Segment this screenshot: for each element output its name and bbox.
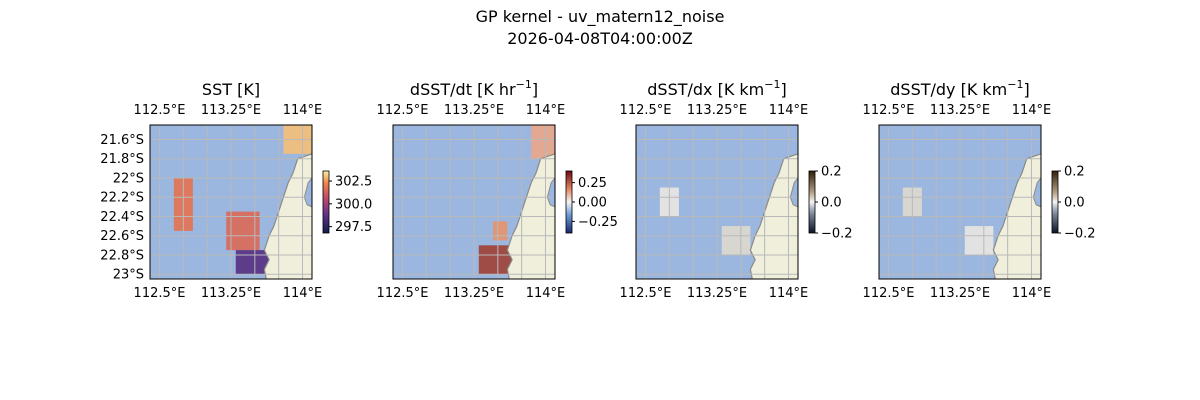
figure-title-line1: GP kernel - uv_matern12_noise — [476, 7, 725, 27]
lon-tick-top: 113.25°E — [201, 103, 261, 118]
colorbar-tick-label: 0.0 — [1064, 196, 1085, 211]
lon-tick-bottom: 114°E — [769, 286, 809, 301]
lon-tick-top: 113.25°E — [930, 103, 990, 118]
inlet — [1032, 177, 1041, 208]
lon-tick-bottom: 114°E — [1012, 286, 1052, 301]
lat-tick: 21.8°S — [100, 152, 144, 167]
colorbar — [1051, 170, 1059, 234]
figure-title-line2: 2026-04-08T04:00:00Z — [507, 29, 693, 48]
lon-tick-bottom: 114°E — [283, 286, 323, 301]
lon-tick-bottom: 112.5°E — [377, 286, 429, 301]
inlet — [303, 177, 312, 208]
lon-tick-top: 112.5°E — [134, 103, 186, 118]
data-patch — [226, 211, 260, 251]
map-frame — [635, 124, 799, 280]
colorbar-tick-label: 300.0 — [335, 197, 372, 212]
lon-tick-bottom: 112.5°E — [134, 286, 186, 301]
lon-tick-top: 114°E — [769, 103, 809, 118]
panel-title: dSST/dx [K km−1] — [647, 78, 786, 99]
lon-tick-bottom: 112.5°E — [863, 286, 915, 301]
lon-tick-top: 114°E — [526, 103, 566, 118]
lon-tick-top: 112.5°E — [377, 103, 429, 118]
data-patch — [531, 125, 555, 159]
lon-tick-top: 112.5°E — [620, 103, 672, 118]
lon-tick-top: 114°E — [1012, 103, 1052, 118]
data-patch — [493, 221, 508, 241]
colorbar-tick-label: 0.00 — [578, 196, 607, 211]
lat-tick: 22°S — [113, 171, 144, 186]
lat-tick: 22.6°S — [100, 229, 144, 244]
colorbar-tick-label: −0.2 — [821, 227, 853, 242]
panel-title: dSST/dy [K km−1] — [890, 78, 1029, 99]
colorbar-tick-label: 0.2 — [1064, 165, 1085, 180]
lon-tick-bottom: 113.25°E — [201, 286, 261, 301]
inlet — [789, 177, 798, 208]
data-patch — [478, 245, 513, 275]
lat-tick: 23°S — [113, 268, 144, 283]
lon-tick-bottom: 113.25°E — [930, 286, 990, 301]
lat-tick: 22.8°S — [100, 248, 144, 263]
colorbar-tick-label: 0.25 — [578, 176, 607, 191]
colorbar-tick-label: 302.5 — [335, 175, 372, 190]
lon-tick-bottom: 113.25°E — [687, 286, 747, 301]
lon-tick-top: 113.25°E — [687, 103, 747, 118]
data-patch — [721, 226, 751, 255]
lon-tick-top: 113.25°E — [444, 103, 504, 118]
map-panel-1: SST [K] 112.5°E 112.5°E 113.25°E 113.25°E 114… — [100, 80, 372, 301]
map-panel-3: dSST/dx [K km−1] 112.5°E 112.5°E 113.25°E 11… — [620, 78, 853, 301]
map-frame — [878, 124, 1042, 280]
lon-tick-bottom: 112.5°E — [620, 286, 672, 301]
colorbar — [808, 170, 816, 234]
colorbar — [322, 170, 330, 234]
colorbar-tick-label: 297.5 — [335, 220, 372, 235]
colorbar-tick-label: 0.0 — [821, 196, 842, 211]
lat-tick: 22.4°S — [100, 210, 144, 225]
colorbar — [565, 170, 573, 234]
map-panel-2: dSST/dt [K hr−1] 112.5°E 112.5°E 113.25°E 11… — [377, 78, 618, 301]
colorbar-tick-label: 0.2 — [821, 165, 842, 180]
map-panel-4: dSST/dy [K km−1] 112.5°E 112.5°E 113.25°E 11… — [863, 78, 1096, 301]
lon-tick-bottom: 114°E — [526, 286, 566, 301]
panels: SST [K] 112.5°E 112.5°E 113.25°E 113.25°E 114… — [100, 78, 1095, 301]
panel-title: dSST/dt [K hr−1] — [410, 78, 538, 99]
lon-tick-bottom: 113.25°E — [444, 286, 504, 301]
data-patch — [964, 226, 994, 255]
lat-tick: 22.2°S — [100, 191, 144, 206]
colorbar-tick-label: −0.2 — [1064, 227, 1096, 242]
panel-title: SST [K] — [202, 80, 260, 99]
inlet — [546, 177, 555, 208]
lon-tick-top: 114°E — [283, 103, 323, 118]
colorbar-tick-label: −0.25 — [578, 215, 618, 230]
lon-tick-top: 112.5°E — [863, 103, 915, 118]
map-frame — [149, 124, 313, 280]
map-frame — [392, 124, 556, 280]
lat-tick: 21.6°S — [100, 133, 144, 148]
